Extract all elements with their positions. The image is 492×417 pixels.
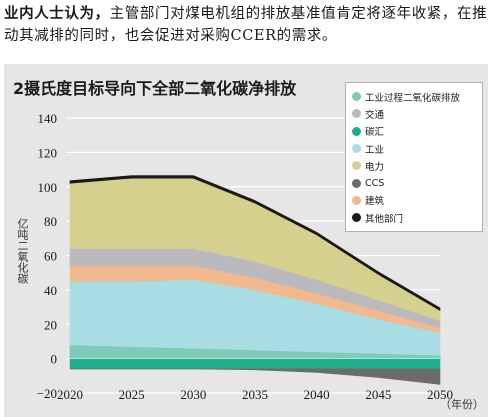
legend-label: 电力 xyxy=(365,161,385,173)
chart-title: 2摄氏度目标导向下全部二氧化碳净排放 xyxy=(13,79,297,98)
legend-swatch xyxy=(352,92,361,102)
x-tick-label: 2050 xyxy=(427,387,453,402)
x-tick-label: 2030 xyxy=(180,387,206,402)
y-tick-label: 140 xyxy=(38,111,58,126)
y-tick-label: 20 xyxy=(44,317,57,332)
y-tick-label: 0 xyxy=(51,352,58,367)
legend-swatch xyxy=(352,109,361,119)
legend-swatch xyxy=(352,144,361,154)
x-tick-label: 2040 xyxy=(304,387,330,402)
y-tick-label: −20 xyxy=(37,386,57,401)
y-tick-label: 100 xyxy=(38,180,58,195)
x-tick-label: 2045 xyxy=(365,387,391,402)
x-tick-label: 2035 xyxy=(242,387,268,402)
y-tick-label: 60 xyxy=(44,249,57,264)
legend-label: 碳汇 xyxy=(365,127,385,139)
legend-label: 工业过程二氧化碳排放 xyxy=(365,92,461,104)
legend-item: 工业 xyxy=(352,140,478,157)
legend-item: 工业过程二氧化碳排放 xyxy=(352,88,478,105)
y-tick-label: 120 xyxy=(38,145,58,160)
legend-label: 工业 xyxy=(365,144,385,156)
x-tick-label: 2025 xyxy=(119,387,145,402)
legend-swatch xyxy=(352,213,361,223)
legend-item: 其他部门 xyxy=(352,209,478,226)
legend-item: CCS xyxy=(352,174,478,191)
legend-label: 建筑 xyxy=(365,196,385,208)
legend-item: 建筑 xyxy=(352,192,478,209)
area-series-2 xyxy=(69,358,441,370)
legend-label: CCS xyxy=(365,177,385,189)
legend-item: 碳汇 xyxy=(352,123,478,140)
y-tick-label: 40 xyxy=(44,283,57,298)
y-tick-label: 80 xyxy=(44,214,57,229)
x-tick-label: 2020 xyxy=(57,387,83,402)
x-axis-unit: （年份） xyxy=(440,398,484,411)
y-axis-title: 亿吨二氧化碳 xyxy=(16,218,29,284)
legend-swatch xyxy=(352,195,361,205)
area-series-5 xyxy=(70,368,441,385)
intro-text: 主管部门对煤电机组的排放基准值肯定将逐年收紧，在推动其减排的同时，也会促进对采购… xyxy=(4,6,488,44)
chart-legend: 工业过程二氧化碳排放 交通碳汇工业电力 CCS 建筑其他部门 xyxy=(345,82,483,233)
area-series-7 xyxy=(69,175,441,312)
legend-swatch xyxy=(352,178,361,188)
legend-swatch xyxy=(352,161,361,171)
legend-label: 交通 xyxy=(365,109,385,121)
legend-label: 其他部门 xyxy=(365,213,404,225)
legend-item: 交通 xyxy=(352,105,478,122)
intro-lead-bold: 业内人士认为， xyxy=(4,5,110,22)
intro-paragraph: 业内人士认为，主管部门对煤电机组的排放基准值肯定将逐年收紧，在推动其减排的同时，… xyxy=(4,3,488,47)
legend-item: 电力 xyxy=(352,157,478,174)
legend-swatch xyxy=(352,126,361,136)
